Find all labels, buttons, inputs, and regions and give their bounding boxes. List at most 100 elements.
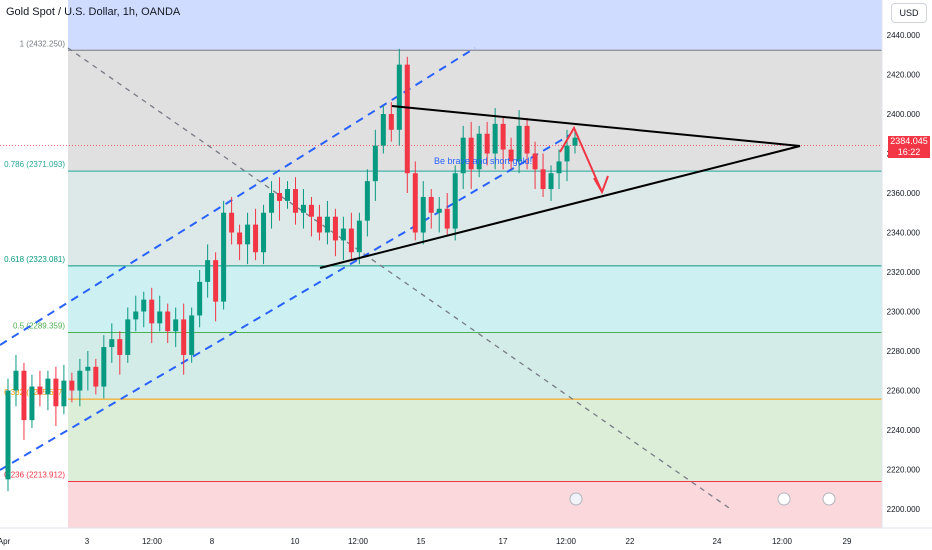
time-tick-label: 29 [843, 537, 852, 546]
candle-body [476, 133, 482, 170]
price-tick-label: 2420.000 [887, 71, 921, 80]
fib-level-label: 0.382 (2255.637) [4, 388, 65, 397]
candle-body [117, 339, 123, 355]
candle-body [133, 311, 139, 320]
candle-body [93, 366, 99, 387]
candle-body [13, 370, 19, 391]
price-tick-label: 2240.000 [887, 426, 921, 435]
short-arrow-head [593, 175, 609, 195]
currency-button[interactable]: USD [891, 3, 927, 23]
fib-level-label: 1 (2432.250) [20, 39, 66, 48]
candle-body [189, 315, 195, 355]
candle-body [5, 390, 11, 480]
candle-body [277, 193, 283, 201]
candle-body [540, 169, 546, 190]
price-tick-label: 2280.000 [887, 347, 921, 356]
candle-body [101, 347, 107, 387]
candle-body [492, 123, 498, 154]
candle-body [508, 149, 514, 162]
candle-body [308, 204, 314, 217]
candle-body [181, 319, 187, 355]
candle-body [532, 153, 538, 170]
candle-body [380, 114, 386, 146]
time-axis [0, 528, 932, 550]
price-tick-label: 2260.000 [887, 387, 921, 396]
candle-body [21, 370, 27, 421]
candle-body [364, 181, 370, 221]
price-tick-label: 2360.000 [887, 189, 921, 198]
price-tick-label: 2400.000 [887, 110, 921, 119]
candle-body [292, 189, 298, 213]
candle-body [29, 386, 35, 421]
candle-body [141, 299, 147, 312]
candle-body [149, 299, 155, 324]
fib-zone [68, 265, 882, 333]
candle-body [452, 173, 458, 229]
candle-body [221, 212, 227, 302]
chart-annotation: Be brave and short gold! [434, 156, 532, 166]
time-tick-label: 12:00 [556, 537, 577, 546]
event-marker-icon [569, 492, 583, 506]
candle-body [77, 370, 83, 391]
time-tick-label: 12:00 [142, 537, 163, 546]
candle-body [516, 125, 522, 162]
time-tick-label: 8 [210, 537, 215, 546]
fib-zone [68, 332, 882, 400]
time-tick-label: Apr [0, 537, 11, 546]
candle-body [404, 64, 410, 174]
event-marker-icon [822, 492, 836, 506]
price-tick-label: 2440.000 [887, 31, 921, 40]
fib-level-label: 0.786 (2371.093) [4, 160, 65, 169]
candle-body [85, 366, 91, 371]
fib-zone [68, 171, 882, 266]
candle-body [69, 380, 75, 391]
triangle-upper-line [391, 105, 801, 147]
fib-zone-top [68, 0, 882, 51]
candle-body [285, 189, 290, 201]
fib-zone [68, 399, 882, 482]
current-price-value: 2384.045 [890, 136, 928, 146]
time-tick-label: 10 [291, 537, 300, 546]
candle-body [372, 145, 378, 182]
price-tick-label: 2300.000 [887, 308, 921, 317]
candle-body [348, 228, 354, 253]
candle-body [436, 208, 442, 213]
candle-body [396, 64, 402, 130]
time-tick-label: 12:00 [348, 537, 369, 546]
candle-body [324, 216, 330, 233]
countdown-timer: 16:22 [897, 147, 921, 157]
candle-body [45, 378, 51, 395]
candle-body [173, 319, 179, 332]
candle-body [165, 311, 171, 332]
candle-body [229, 212, 235, 233]
current-price-tag: 2384.045 16:22 [888, 136, 930, 158]
candle-body [53, 378, 59, 407]
candle-body [556, 161, 562, 174]
candle-body [420, 196, 426, 233]
candle-body [468, 137, 474, 170]
candle-body [564, 145, 570, 162]
event-marker-icon [777, 492, 791, 506]
candle-body [388, 114, 394, 130]
fib-level-label: 0.236 (2213.912) [4, 471, 65, 480]
candle-body [61, 380, 67, 407]
trend-dashed-line [67, 47, 733, 511]
candle-body [340, 228, 346, 241]
candle-body [253, 224, 259, 253]
price-tick-label: 2200.000 [887, 505, 921, 514]
candle-body [500, 123, 506, 150]
candle-body [237, 232, 243, 245]
candle-body [524, 125, 530, 154]
time-tick-label: 22 [626, 537, 635, 546]
candle-body [125, 319, 131, 355]
candle-body [205, 260, 211, 282]
price-axis [882, 0, 932, 528]
price-tick-label: 2320.000 [887, 268, 921, 277]
triangle-lower-line [319, 145, 801, 269]
price-tick-label: 2340.000 [887, 229, 921, 238]
candle-body [356, 220, 362, 253]
fib-level-label: 0.5 (2289.359) [13, 322, 65, 331]
candle-body [261, 212, 267, 253]
